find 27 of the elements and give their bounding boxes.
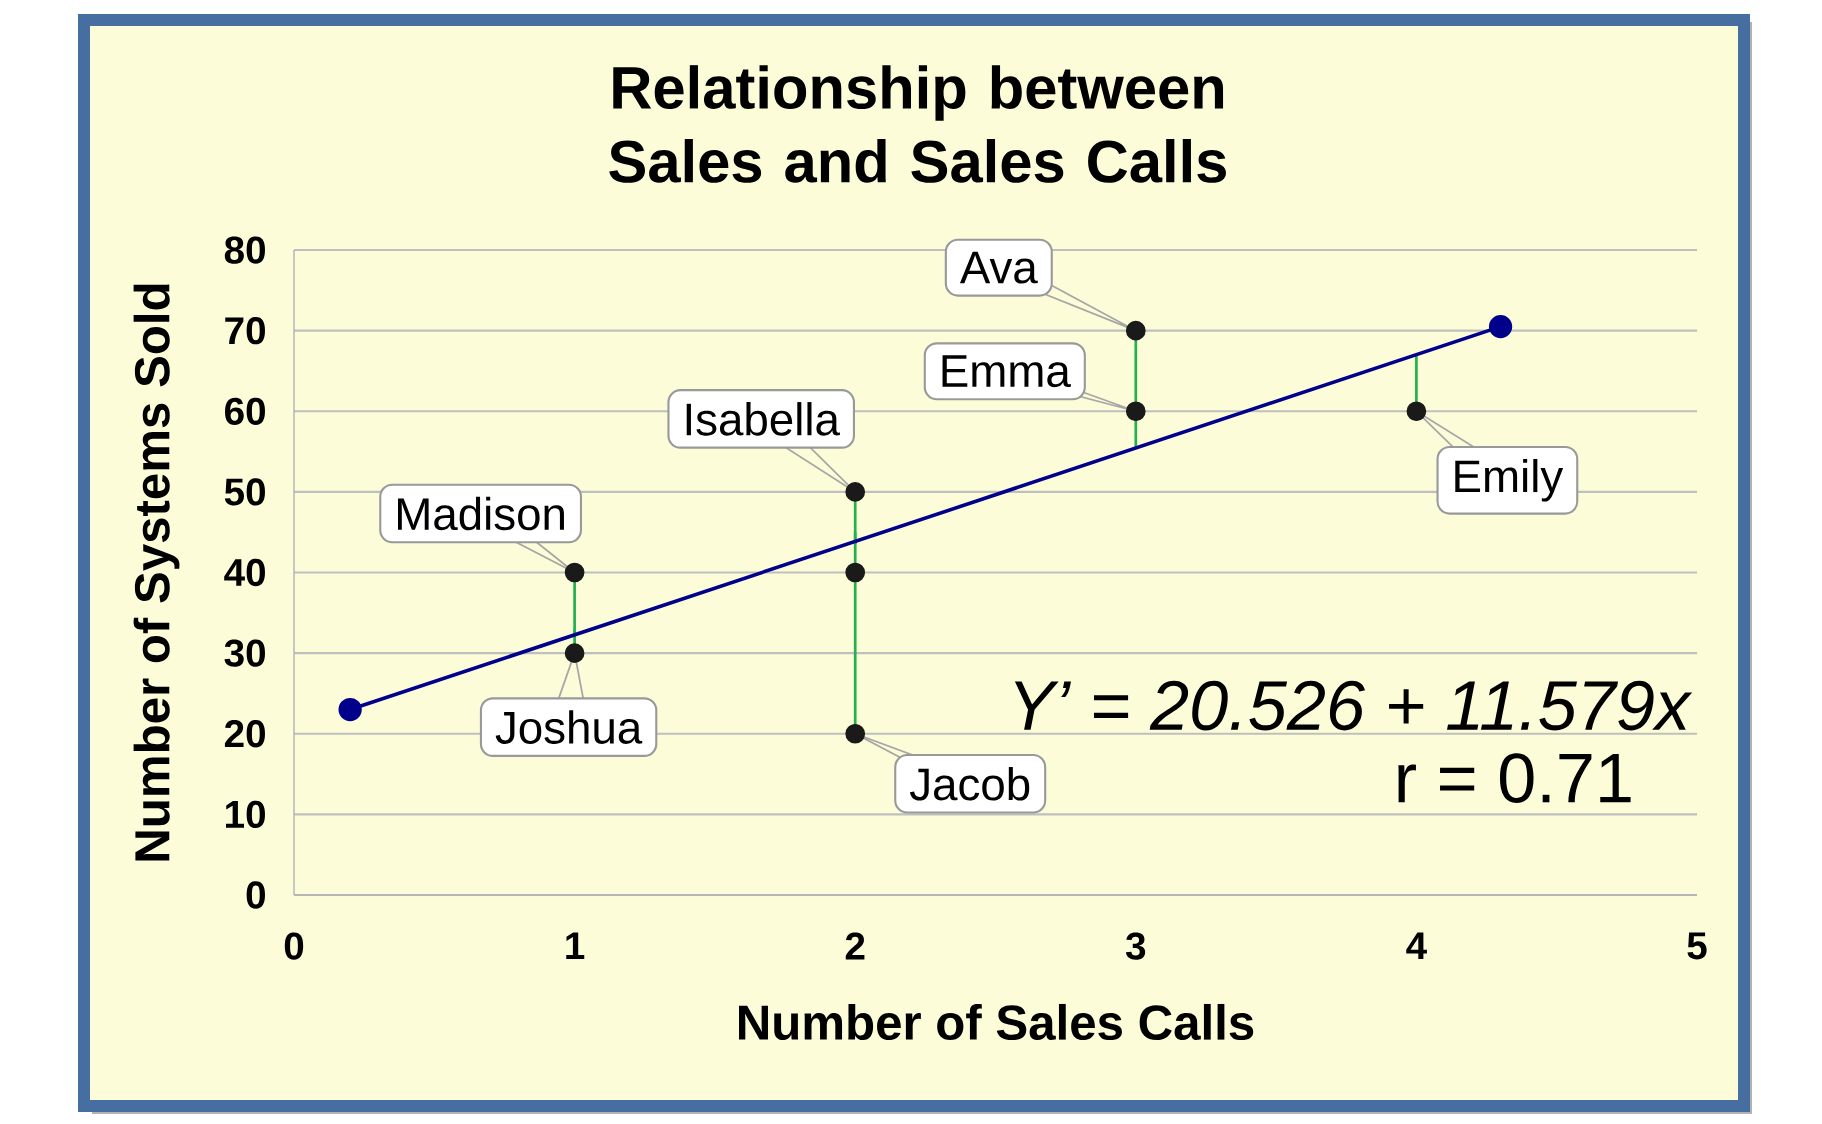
x-tick-label: 4	[1406, 932, 1427, 959]
annotation: Joshua	[495, 710, 643, 744]
annotation: Emma	[942, 355, 1071, 388]
y-tick-label: 80	[224, 236, 265, 264]
y-tick-label: 30	[224, 639, 265, 667]
annotation: Isabella	[686, 402, 840, 436]
y-axis-title: Number of Systems Sold	[133, 284, 180, 861]
y-tick-label: 20	[224, 720, 265, 748]
x-tick-label: 1	[566, 932, 585, 959]
x-tick-label: 2	[845, 932, 865, 960]
y-tick-label: 70	[225, 317, 265, 345]
annotation: Emily	[1455, 458, 1564, 502]
chart-title: Relationship between Sales and Sales Calls	[609, 65, 1226, 183]
y-tick-label: 50	[224, 478, 265, 506]
x-tick-label: 3	[1125, 932, 1146, 960]
annotation: Ava	[959, 251, 1038, 284]
annotation: Y’ = 20.526 + 11.579x	[1014, 680, 1693, 731]
annotation: Madison	[398, 496, 564, 531]
y-tick-label: 0	[246, 881, 265, 909]
x-axis-title: Number of Sales Calls	[739, 1003, 1254, 1041]
annotation: Jacob	[909, 766, 1030, 801]
annotation: r = 0.71	[1398, 753, 1631, 803]
y-tick-label: 10	[226, 800, 265, 829]
x-tick-label: 5	[1687, 932, 1707, 960]
x-tick-label: 0	[284, 932, 304, 960]
y-tick-label: 60	[225, 397, 265, 425]
y-tick-label: 40	[224, 558, 265, 587]
